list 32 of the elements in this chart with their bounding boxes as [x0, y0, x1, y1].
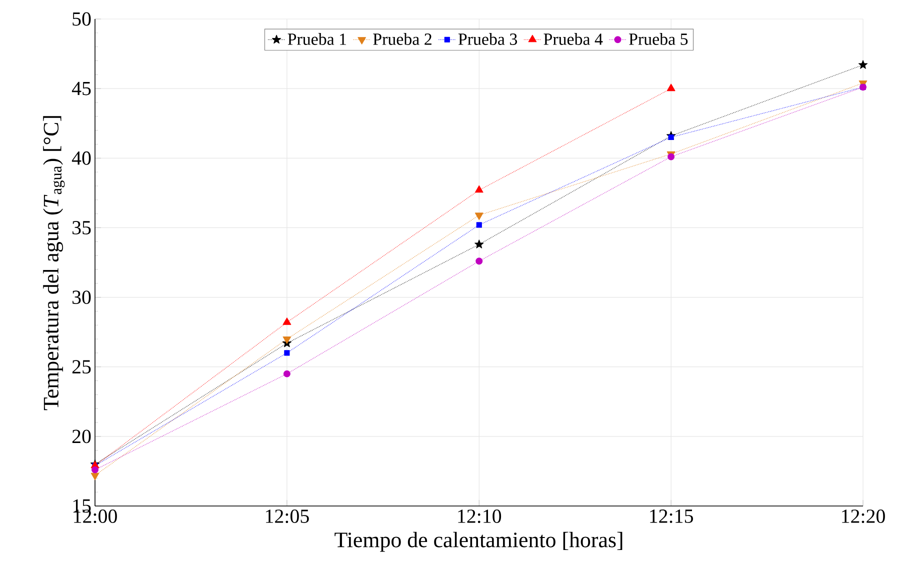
y-tick-label: 50 — [72, 12, 91, 26]
point — [474, 185, 484, 193]
point — [282, 336, 292, 344]
legend-label: Prueba 1 — [288, 33, 346, 45]
x-tick-label: 12:10 — [458, 510, 502, 524]
y-tick-label: 30 — [72, 290, 91, 304]
point — [92, 466, 98, 474]
point — [282, 318, 292, 325]
point — [284, 350, 290, 356]
x-tick-label: 12:20 — [842, 510, 885, 524]
y-tick-label: 25 — [72, 360, 91, 374]
legend-label: Prueba 5 — [629, 33, 688, 45]
point — [474, 240, 484, 248]
point — [90, 472, 100, 480]
point — [476, 258, 483, 265]
point — [474, 212, 484, 220]
point — [283, 370, 290, 378]
y-tick-label: 35 — [72, 221, 91, 234]
legend-label: Prueba 4 — [544, 33, 603, 45]
x-tick-label: 12:05 — [266, 510, 309, 524]
legend-label: Prueba 2 — [373, 33, 432, 45]
y-axis-title: Temperatura del agua (T$_{agua}$) [°C] — [43, 116, 65, 410]
y-tick-label: 45 — [72, 82, 91, 96]
point — [666, 84, 676, 92]
point — [858, 60, 868, 69]
y-tick-label: 40 — [72, 151, 91, 165]
y-tick-label: 20 — [72, 430, 91, 444]
legend-label: Prueba 3 — [458, 33, 517, 45]
point — [476, 222, 482, 228]
x-axis-title: Tiempo de calentamiento [horas] — [334, 532, 622, 552]
point — [668, 134, 674, 140]
x-tick-label: 12:15 — [650, 510, 693, 523]
